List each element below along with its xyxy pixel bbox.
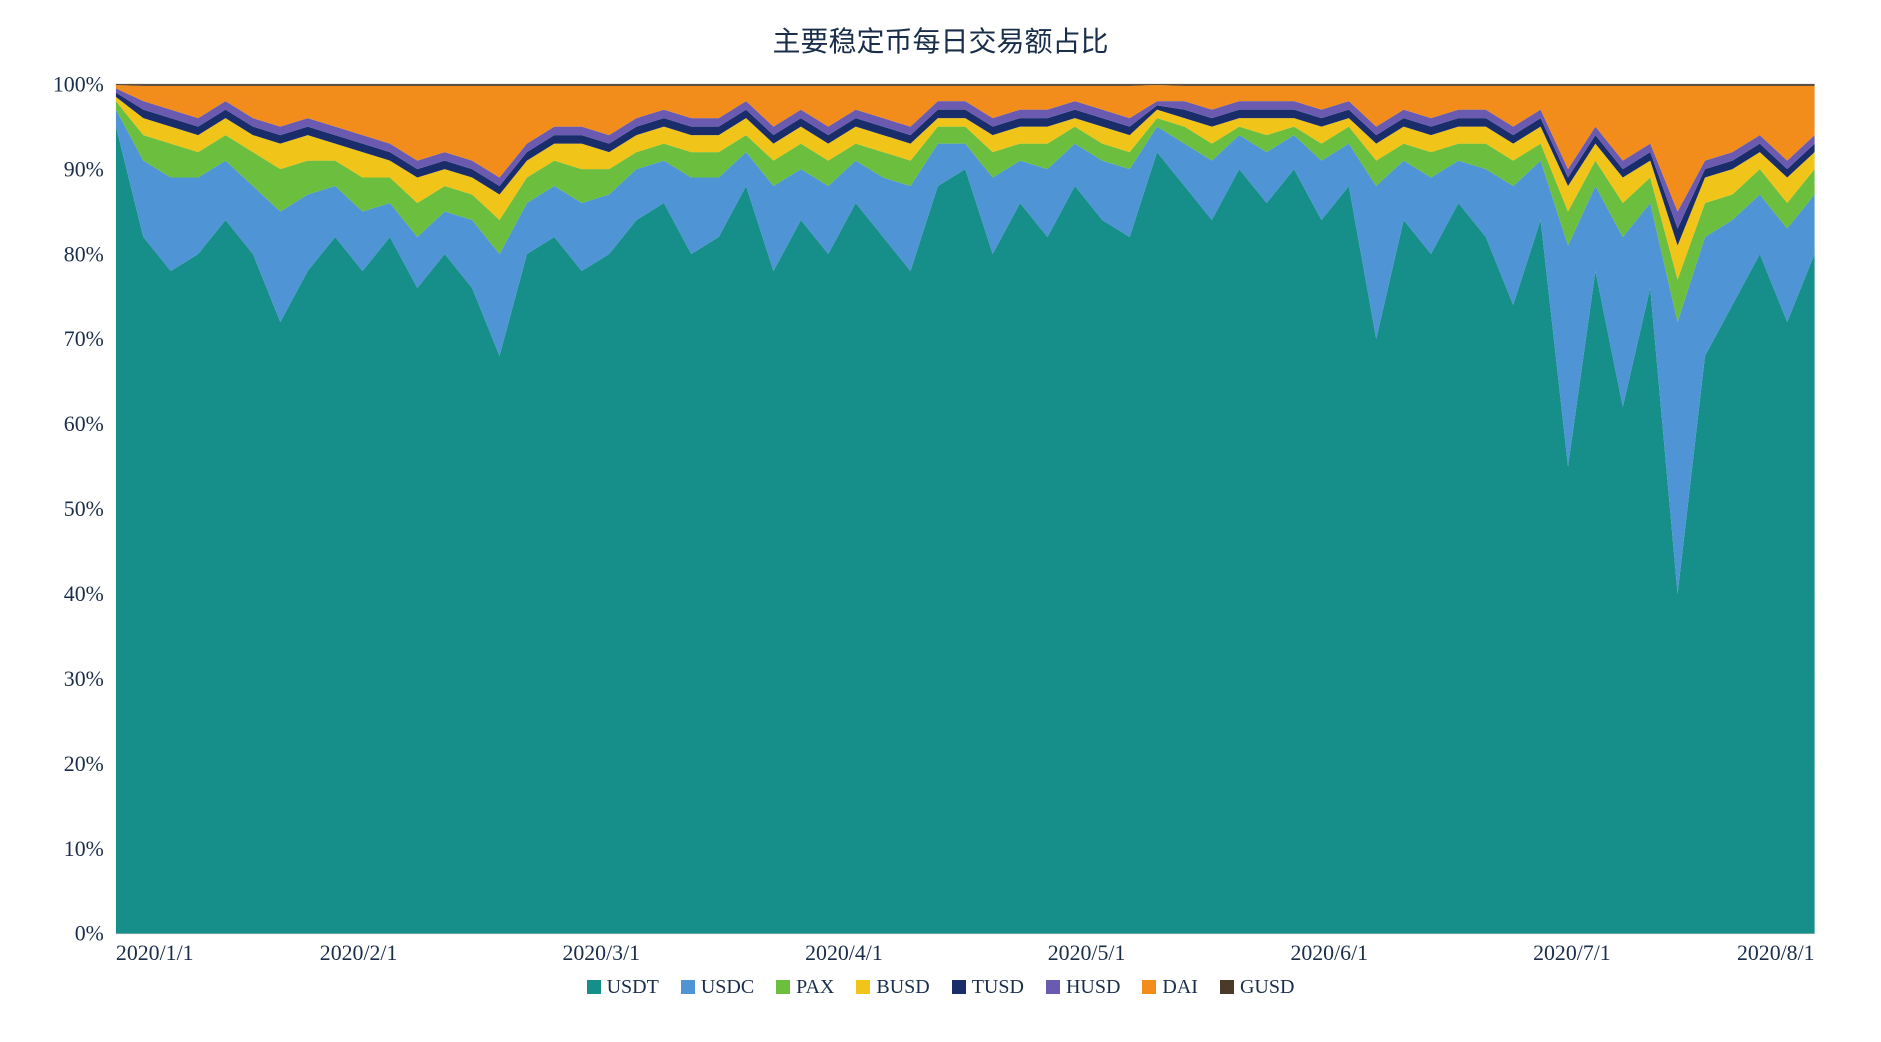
legend-label: TUSD (972, 976, 1024, 999)
x-tick-label: 2020/6/1 (1290, 941, 1368, 965)
legend-label: GUSD (1240, 976, 1294, 999)
legend-label: PAX (796, 976, 834, 999)
stacked-area-chart: 0% 10% 20% 30% 40% 50% 60% 70% 80% 90% 100% 2020/1/… (31, 72, 1851, 970)
y-tick-label: 30% (63, 667, 103, 691)
legend-swatch (952, 980, 966, 994)
y-tick-label: 80% (63, 242, 103, 266)
area-gusd (115, 84, 1814, 86)
legend-item-gusd: GUSD (1220, 976, 1294, 999)
x-tick-label: 2020/3/1 (562, 941, 640, 965)
legend-swatch (856, 980, 870, 994)
legend-label: BUSD (876, 976, 929, 999)
y-tick-label: 10% (63, 837, 103, 861)
legend-item-husd: HUSD (1046, 976, 1120, 999)
y-tick-label: 0% (74, 922, 103, 946)
legend-swatch (1142, 980, 1156, 994)
chart-title: 主要稳定币每日交易额占比 (31, 20, 1851, 60)
x-tick-label: 2020/4/1 (805, 941, 883, 965)
legend-swatch (776, 980, 790, 994)
legend-item-usdt: USDT (587, 976, 659, 999)
legend-swatch (587, 980, 601, 994)
y-tick-label: 20% (63, 752, 103, 776)
legend-item-usdc: USDC (681, 976, 754, 999)
y-tick-label: 60% (63, 412, 103, 436)
y-tick-label: 100% (52, 72, 103, 96)
legend-item-pax: PAX (776, 976, 834, 999)
y-tick-label: 90% (63, 157, 103, 181)
legend-label: USDC (701, 976, 754, 999)
legend-swatch (1220, 980, 1234, 994)
y-tick-label: 40% (63, 582, 103, 606)
legend-swatch (681, 980, 695, 994)
legend: USDT USDC PAX BUSD TUSD HUSD DAI GUSD (31, 976, 1851, 999)
legend-label: DAI (1162, 976, 1198, 999)
legend-item-busd: BUSD (856, 976, 929, 999)
x-tick-label: 2020/8/1 (1736, 941, 1814, 965)
legend-item-dai: DAI (1142, 976, 1198, 999)
y-tick-label: 70% (63, 327, 103, 351)
y-tick-label: 50% (63, 497, 103, 521)
x-tick-label: 2020/7/1 (1533, 941, 1611, 965)
legend-label: USDT (607, 976, 659, 999)
x-tick-label: 2020/2/1 (319, 941, 397, 965)
legend-label: HUSD (1066, 976, 1120, 999)
legend-swatch (1046, 980, 1060, 994)
x-tick-label: 2020/5/1 (1047, 941, 1125, 965)
legend-item-tusd: TUSD (952, 976, 1024, 999)
x-tick-label: 2020/1/1 (115, 941, 193, 965)
